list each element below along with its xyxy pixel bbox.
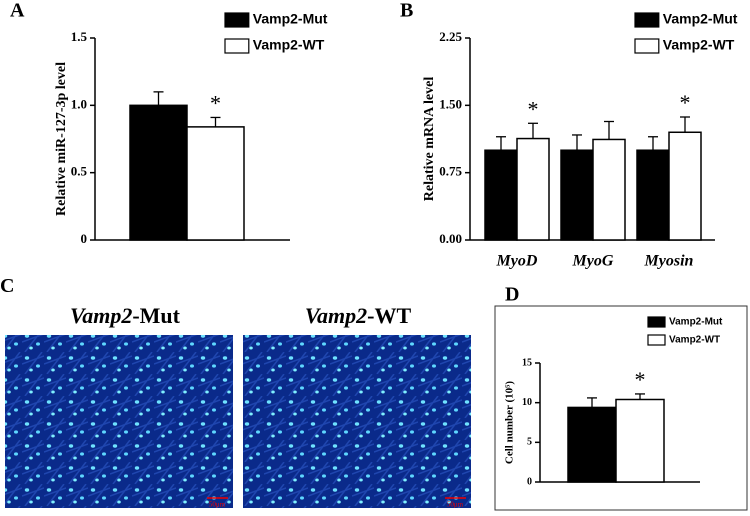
x-tick-label: MyoG (572, 253, 614, 270)
bar (615, 398, 665, 483)
significance-mark: * (635, 367, 646, 392)
legend-label: Vamp2-WT (253, 37, 325, 53)
legend-swatch (634, 38, 660, 54)
y-tick-label: 1.50 (439, 96, 462, 111)
y-tick-label: 0.75 (439, 164, 462, 179)
y-tick-label: 2.25 (439, 29, 462, 44)
scale-label: 50μm (447, 501, 464, 509)
significance-mark: * (210, 91, 221, 116)
legend-swatch (647, 316, 666, 328)
panel-letter: A (10, 0, 25, 22)
y-tick-label: 0 (81, 231, 88, 246)
significance-mark: * (528, 96, 539, 121)
bar (484, 149, 518, 241)
y-tick-label: 1.5 (71, 29, 88, 44)
legend-swatch (224, 12, 250, 28)
significance-mark: * (680, 90, 691, 115)
bar (592, 138, 626, 241)
image-title: Vamp2-WT (305, 303, 412, 328)
y-tick-label: 10 (522, 397, 532, 408)
legend-label: Vamp2-Mut (663, 11, 738, 27)
legend-label: Vamp2-WT (663, 37, 735, 53)
y-tick-label: 0.00 (439, 231, 462, 246)
y-tick-label: 0.5 (71, 164, 88, 179)
legend-label: Vamp2-Mut (253, 11, 328, 27)
micrograph (5, 335, 233, 508)
bar (560, 149, 594, 241)
x-tick-label: MyoD (496, 253, 538, 270)
image-title: Vamp2-Mut (70, 303, 181, 328)
panel-letter: D (505, 284, 519, 306)
legend-swatch (647, 334, 666, 346)
panel-letter: B (400, 0, 413, 22)
legend-label: Vamp2-Mut (669, 317, 723, 328)
panel-frame (494, 305, 748, 511)
scale-label: 50μm (209, 501, 226, 509)
legend-label: Vamp2-WT (669, 335, 720, 346)
y-axis-label: Cell number (10⁵) (504, 381, 516, 464)
bar (186, 126, 245, 241)
bar (567, 406, 617, 483)
y-axis-label: Relative miR-127-3p level (54, 62, 69, 216)
bar (129, 104, 188, 241)
y-axis-label: Relative mRNA level (422, 77, 437, 202)
panel-letter: C (0, 275, 14, 297)
y-tick-label: 15 (522, 357, 532, 368)
y-tick-label: 5 (527, 437, 532, 448)
bar (636, 149, 670, 241)
bar (668, 131, 702, 241)
legend-swatch (634, 12, 660, 28)
y-tick-label: 0 (527, 476, 532, 487)
y-tick-label: 1.0 (71, 96, 87, 111)
x-tick-label: Myosin (644, 253, 694, 270)
legend-swatch (224, 38, 250, 54)
micrograph (243, 335, 471, 508)
bar (516, 137, 550, 241)
